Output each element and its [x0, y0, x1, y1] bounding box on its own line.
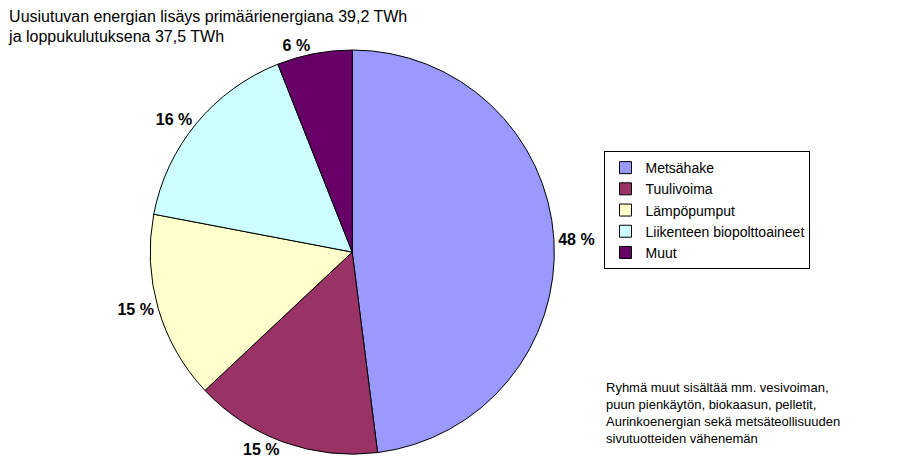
svg-text:Liikenteen biopolttoaineet: Liikenteen biopolttoaineet [645, 224, 804, 240]
svg-text:Muut: Muut [645, 245, 676, 261]
svg-text:16 %: 16 % [156, 111, 192, 128]
svg-text:Uusiutuvan energian lisäys pri: Uusiutuvan energian lisäys primäärienerg… [8, 8, 407, 46]
svg-text:15 %: 15 % [243, 441, 279, 458]
svg-text:Tuulivoima: Tuulivoima [645, 181, 712, 197]
svg-text:Ryhmä muut sisältää mm. vesivo: Ryhmä muut sisältää mm. vesivoiman,puun … [606, 380, 840, 446]
svg-text:6 %: 6 % [283, 37, 311, 54]
svg-text:Lämpöpumput: Lämpöpumput [645, 203, 735, 219]
svg-text:Metsähake: Metsähake [645, 160, 714, 176]
svg-text:15 %: 15 % [117, 301, 153, 318]
svg-text:48 %: 48 % [558, 231, 594, 248]
